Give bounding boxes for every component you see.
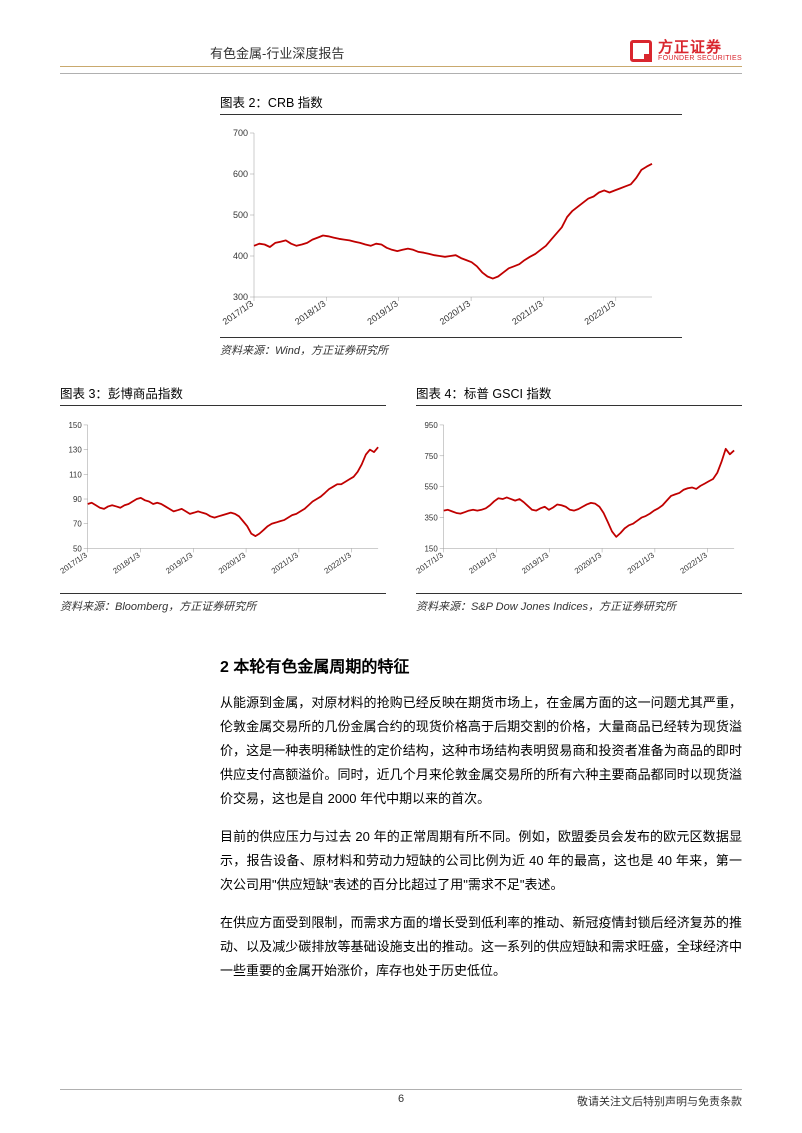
svg-text:2017/1/3: 2017/1/3	[60, 550, 89, 575]
svg-text:110: 110	[69, 470, 82, 479]
svg-text:130: 130	[69, 446, 83, 455]
svg-text:2021/1/3: 2021/1/3	[270, 550, 301, 575]
svg-text:2017/1/3: 2017/1/3	[221, 298, 255, 326]
chart2-block: 图表 2：CRB 指数 3004005006007002017/1/32018/…	[60, 92, 742, 359]
page-header: 有色金属-行业深度报告 方正证券 FOUNDER SECURITIES	[60, 40, 742, 67]
paragraph-2: 目前的供应压力与过去 20 年的正常周期有所不同。例如，欧盟委员会发布的欧元区数…	[60, 825, 742, 897]
chart2-source: 资料来源：Wind，方正证券研究所	[220, 345, 388, 357]
footer-disclaimer: 敬请关注文后特别声明与免责条款	[577, 1093, 742, 1109]
chart4-source: 资料来源：S&P Dow Jones Indices，方正证券研究所	[416, 601, 676, 613]
svg-text:2021/1/3: 2021/1/3	[626, 550, 657, 575]
chart3-source: 资料来源：Bloomberg，方正证券研究所	[60, 601, 256, 613]
chart4-block: 图表 4：标普 GSCI 指数 1503505507509502017/1/32…	[416, 383, 742, 615]
chart2-title: 图表 2：CRB 指数	[220, 96, 323, 110]
svg-text:950: 950	[425, 421, 439, 430]
chart4-title: 图表 4：标普 GSCI 指数	[416, 387, 551, 401]
svg-text:90: 90	[73, 495, 82, 504]
svg-text:600: 600	[233, 169, 248, 179]
chart3-svg: 5070901101301502017/1/32018/1/32019/1/32…	[60, 414, 386, 589]
svg-text:70: 70	[73, 520, 82, 529]
svg-text:2017/1/3: 2017/1/3	[416, 550, 445, 575]
svg-text:2020/1/3: 2020/1/3	[573, 550, 604, 575]
chart3-block: 图表 3：彭博商品指数 5070901101301502017/1/32018/…	[60, 383, 386, 615]
svg-text:750: 750	[425, 452, 439, 461]
chart2-svg: 3004005006007002017/1/32018/1/32019/1/32…	[220, 123, 660, 333]
svg-text:150: 150	[69, 421, 83, 430]
svg-text:350: 350	[425, 514, 439, 523]
svg-text:2022/1/3: 2022/1/3	[583, 298, 617, 326]
svg-text:2019/1/3: 2019/1/3	[164, 550, 195, 575]
svg-text:2018/1/3: 2018/1/3	[293, 298, 327, 326]
svg-text:2019/1/3: 2019/1/3	[520, 550, 551, 575]
paragraph-1: 从能源到金属，对原材料的抢购已经反映在期货市场上，在金属方面的这一问题尤其严重，…	[60, 691, 742, 811]
page-footer: 6 敬请关注文后特别声明与免责条款	[60, 1089, 742, 1109]
svg-text:2018/1/3: 2018/1/3	[467, 550, 498, 575]
svg-text:2018/1/3: 2018/1/3	[111, 550, 142, 575]
section-heading: 2 本轮有色金属周期的特征	[60, 653, 742, 677]
svg-text:500: 500	[233, 210, 248, 220]
svg-text:2020/1/3: 2020/1/3	[438, 298, 472, 326]
svg-text:2020/1/3: 2020/1/3	[217, 550, 248, 575]
chart4-svg: 1503505507509502017/1/32018/1/32019/1/32…	[416, 414, 742, 589]
svg-text:2019/1/3: 2019/1/3	[365, 298, 399, 326]
svg-text:2022/1/3: 2022/1/3	[679, 550, 710, 575]
brand-cn: 方正证券	[658, 40, 742, 55]
paragraph-3: 在供应方面受到限制，而需求方面的增长受到低利率的推动、新冠疫情封锁后经济复苏的推…	[60, 911, 742, 983]
logo-icon	[630, 40, 652, 62]
svg-text:2021/1/3: 2021/1/3	[510, 298, 544, 326]
chart3-title: 图表 3：彭博商品指数	[60, 387, 183, 401]
brand-logo: 方正证券 FOUNDER SECURITIES	[630, 40, 742, 62]
doc-title: 有色金属-行业深度报告	[60, 43, 344, 62]
svg-text:400: 400	[233, 251, 248, 261]
brand-en: FOUNDER SECURITIES	[658, 55, 742, 62]
svg-text:2022/1/3: 2022/1/3	[323, 550, 354, 575]
svg-text:550: 550	[425, 483, 439, 492]
svg-text:700: 700	[233, 128, 248, 138]
